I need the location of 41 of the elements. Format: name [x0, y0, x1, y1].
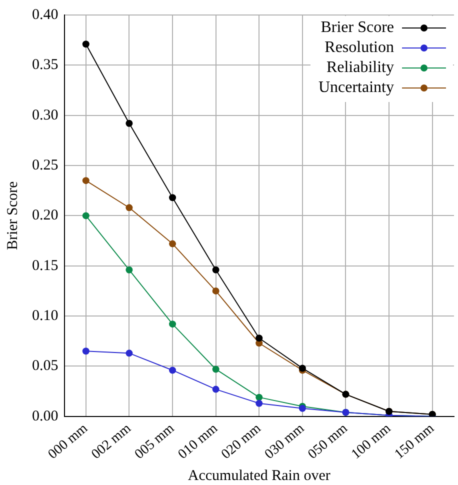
- legend-label: Brier Score: [320, 19, 394, 36]
- point: [126, 204, 133, 212]
- y-tick-label: 0.05: [32, 358, 58, 374]
- x-tick-label: 020 mm: [218, 421, 264, 462]
- y-tick-label: 0.30: [32, 107, 58, 124]
- x-tick-label: 150 mm: [392, 421, 438, 462]
- point: [212, 366, 220, 373]
- legend-label: Uncertainty: [318, 79, 394, 96]
- x-axis-title: Accumulated Rain over: [188, 468, 330, 484]
- point: [126, 350, 133, 357]
- x-tick-label: 005 mm: [132, 421, 178, 462]
- point: [169, 240, 176, 248]
- point: [212, 386, 220, 393]
- point: [126, 120, 133, 127]
- y-tick-label: 0.25: [32, 157, 58, 174]
- y-tick-label: 0.40: [32, 6, 58, 23]
- y-axis-title: Brier Score: [4, 180, 21, 250]
- point: [256, 394, 263, 401]
- point: [82, 348, 90, 355]
- y-tick-label: 0.10: [32, 308, 58, 324]
- x-tick-label: 010 mm: [176, 421, 221, 462]
- x-tick-label: 100 mm: [348, 421, 394, 462]
- point: [82, 177, 90, 184]
- legend-label: Resolution: [324, 39, 394, 56]
- y-tick-label: 0.35: [32, 57, 58, 74]
- x-tick-label: 030 mm: [262, 421, 308, 462]
- point: [169, 194, 176, 202]
- point: [169, 366, 176, 374]
- x-tick-label: 002 mm: [89, 421, 134, 462]
- x-tick-label: 050 mm: [306, 421, 351, 462]
- point: [212, 287, 220, 294]
- point: [126, 266, 133, 274]
- legend-label: Reliability: [326, 59, 394, 76]
- point: [82, 40, 90, 48]
- point: [212, 266, 220, 274]
- point: [82, 212, 90, 220]
- point: [169, 320, 176, 328]
- y-tick-label: 0.20: [32, 208, 58, 224]
- point: [256, 400, 263, 407]
- y-tick-label: 0.15: [32, 258, 58, 274]
- point: [256, 334, 263, 342]
